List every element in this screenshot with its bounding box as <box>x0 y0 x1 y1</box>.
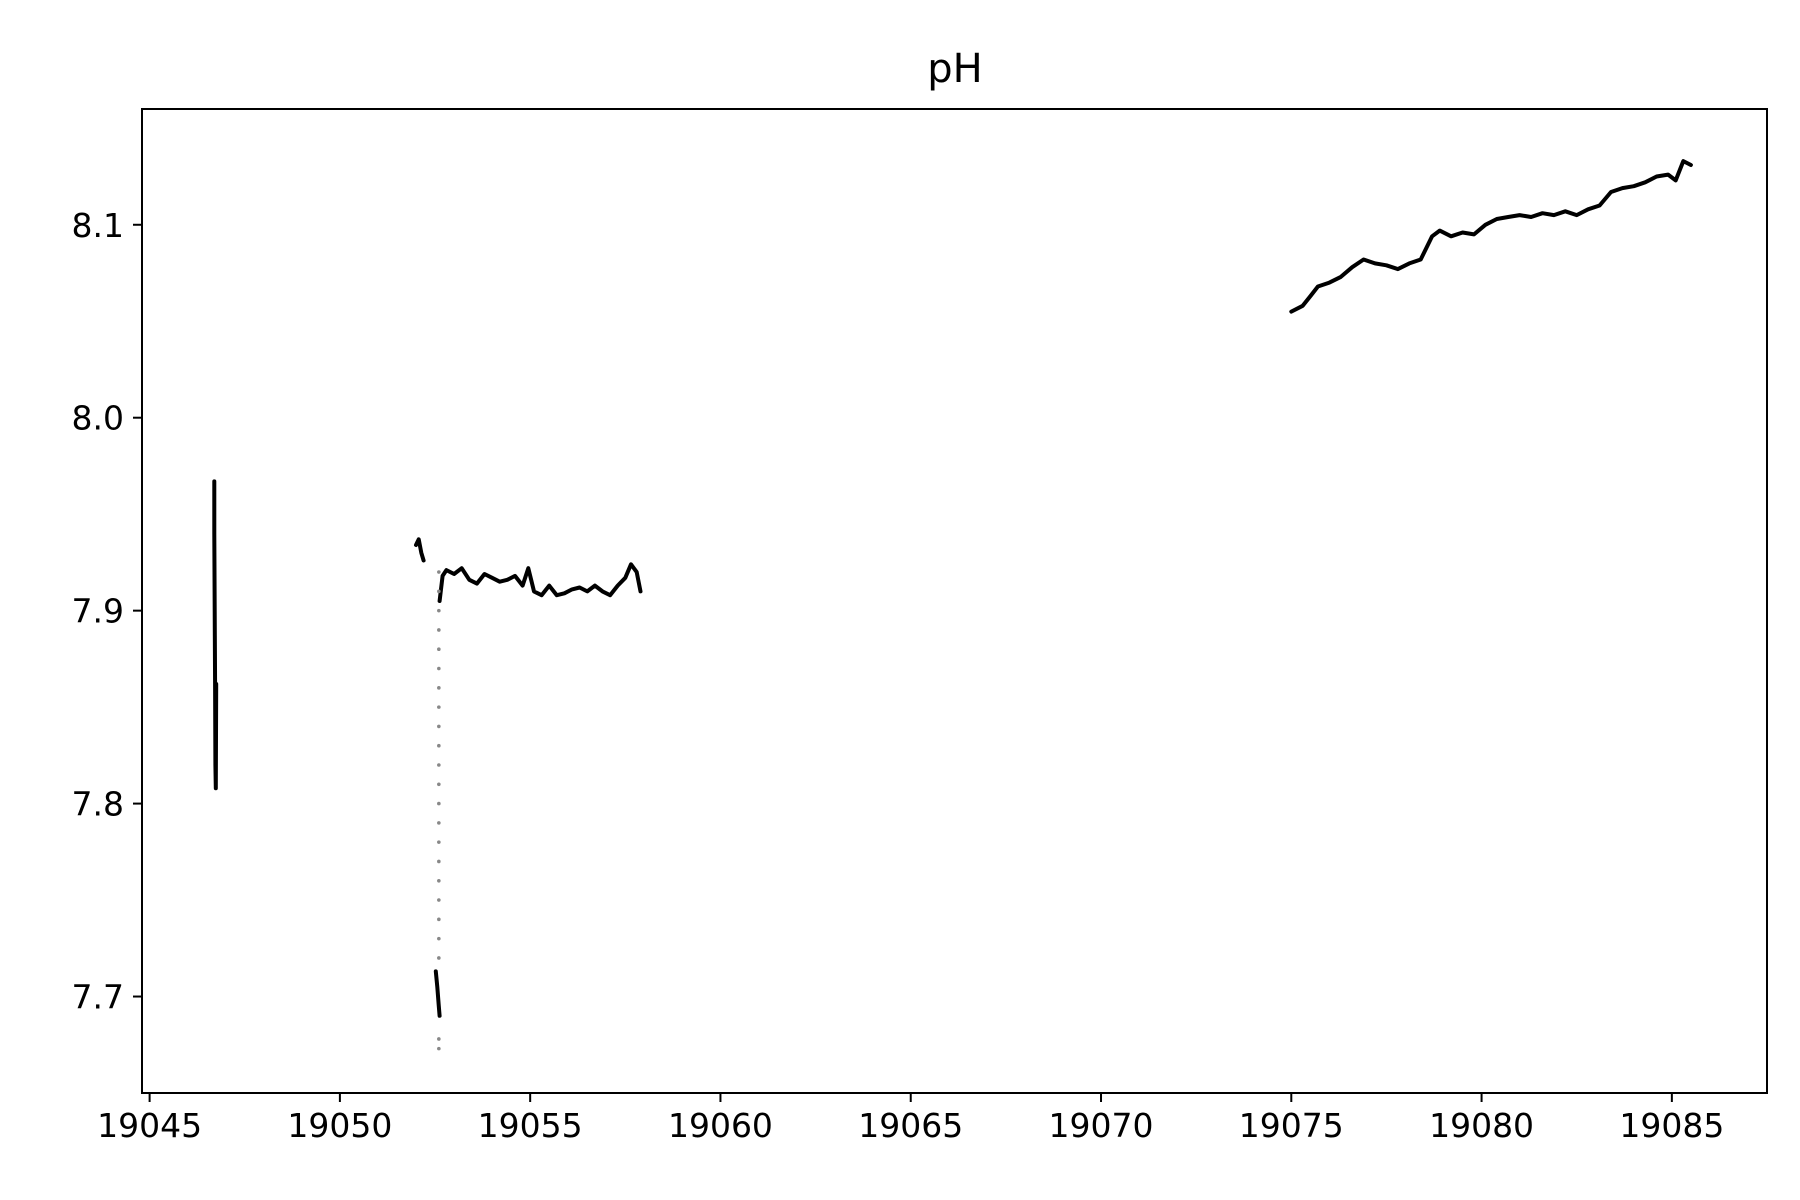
axes: 19045 19050 19055 19060 19065 19070 19075 19080… <box>72 206 1725 1145</box>
data-point <box>437 743 441 748</box>
data-point <box>437 878 441 883</box>
data-point <box>437 956 441 960</box>
data-point <box>437 763 441 767</box>
data-point <box>437 801 441 806</box>
data-point <box>437 917 441 922</box>
series-line-segment <box>437 562 643 603</box>
data-point <box>437 705 441 709</box>
x-tick-label: 19070 <box>1049 1106 1154 1145</box>
data-point <box>437 570 441 574</box>
series-line-segment <box>414 537 426 563</box>
series-line-segment <box>212 479 219 791</box>
x-tick-label: 19065 <box>858 1106 963 1145</box>
x-tick-label: 19060 <box>668 1106 773 1145</box>
data-point <box>437 666 441 671</box>
y-tick-label: 7.8 <box>72 785 124 824</box>
data-point <box>437 898 441 902</box>
data-point <box>437 724 441 729</box>
x-tick-label: 19085 <box>1619 1106 1724 1145</box>
series-line-segment <box>1289 159 1693 314</box>
data-point <box>437 589 441 594</box>
series-line-segment <box>433 969 442 1018</box>
data-point <box>437 628 441 632</box>
x-tick-label: 19075 <box>1239 1106 1344 1145</box>
plot-area <box>212 159 1693 1051</box>
data-point <box>437 686 441 690</box>
x-tick-label: 19045 <box>97 1106 202 1145</box>
chart-title: pH <box>927 46 982 92</box>
data-point <box>437 647 441 652</box>
x-tick-label: 19055 <box>478 1106 583 1145</box>
data-point <box>437 821 441 825</box>
data-point <box>437 840 441 844</box>
y-tick-label: 7.7 <box>72 978 124 1017</box>
data-point <box>437 936 441 941</box>
y-tick-label: 8.1 <box>72 206 124 245</box>
x-tick-label: 19050 <box>287 1106 392 1145</box>
data-point <box>437 782 441 787</box>
data-point <box>437 1046 441 1051</box>
data-point <box>437 608 441 613</box>
y-tick-label: 7.9 <box>72 592 124 631</box>
x-tick-label: 19080 <box>1429 1106 1534 1145</box>
data-point <box>437 859 441 864</box>
axes-frame <box>141 108 1768 1094</box>
data-point <box>437 1037 441 1041</box>
y-tick-label: 8.0 <box>72 399 124 438</box>
